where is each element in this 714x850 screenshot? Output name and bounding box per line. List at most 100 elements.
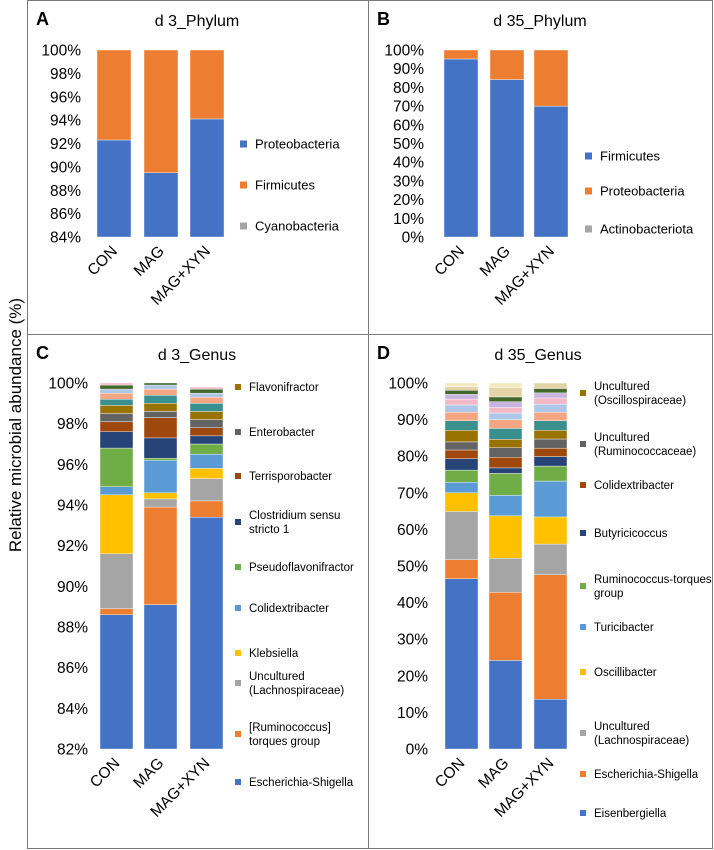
bar-segment-other bbox=[533, 397, 568, 405]
bar-segment-other bbox=[143, 395, 178, 404]
legend-label: Uncultured (Lachnospiraceae) bbox=[594, 721, 689, 747]
bar-segment-clostridium-sensu-stricto-1 bbox=[143, 437, 178, 459]
y-tick-label: 10% bbox=[393, 211, 424, 228]
bar-segment-ruminococcus-torques-group bbox=[143, 506, 178, 605]
y-tick-label: 30% bbox=[397, 632, 428, 649]
bar-segment-klebsiella bbox=[143, 492, 178, 500]
y-tick-label: 50% bbox=[393, 136, 424, 153]
legend-label: Eisenbergiella bbox=[594, 808, 667, 820]
chart-title: d 3_Genus bbox=[158, 347, 236, 364]
y-tick-label: 94% bbox=[50, 113, 81, 130]
y-tick-label: 60% bbox=[397, 522, 428, 539]
bar-segment-other bbox=[444, 390, 479, 395]
chart-title: d 3_Phylum bbox=[155, 13, 240, 30]
bar-segment-other bbox=[99, 388, 134, 394]
panel-letter: B bbox=[377, 9, 390, 29]
bar-segment-colidextribacter bbox=[143, 460, 178, 493]
bar-segment-pseudoflavonifractor bbox=[143, 458, 178, 461]
bar-segment-enterobacter bbox=[189, 419, 224, 428]
legend-swatch bbox=[580, 669, 586, 675]
bar-segment-other bbox=[444, 412, 479, 421]
y-tick-label: 10% bbox=[397, 705, 428, 722]
legend-label: Enterobacter bbox=[249, 427, 315, 439]
y-tick-label: 80% bbox=[393, 80, 424, 97]
legend-label: Colidextribacter bbox=[594, 480, 674, 492]
bar-segment-other bbox=[444, 386, 479, 391]
legend-swatch bbox=[580, 441, 586, 447]
bar-segment-firmicutes bbox=[533, 105, 569, 238]
shared-y-axis-label: Relative microbial abundance (%) bbox=[6, 298, 25, 552]
legend-swatch bbox=[235, 519, 241, 525]
bar-segment-colidextribacter bbox=[533, 447, 568, 457]
bar-segment-pseudoflavonifractor bbox=[189, 443, 224, 455]
bar-segment-firmicutes bbox=[143, 49, 179, 173]
bar-segment-other bbox=[99, 399, 134, 406]
legend-swatch bbox=[585, 225, 592, 233]
y-tick-label: 0% bbox=[406, 742, 429, 759]
panel-frames bbox=[27, 0, 713, 849]
bar-segment-flavonifractor bbox=[143, 403, 178, 412]
legend-swatch bbox=[580, 390, 586, 396]
legend-swatch bbox=[235, 564, 241, 570]
chart-title: d 35_Phylum bbox=[493, 13, 586, 30]
y-tick-label: 84% bbox=[50, 230, 81, 247]
bar-segment-butyricicoccus bbox=[444, 458, 479, 471]
panel-d-frame bbox=[368, 334, 713, 849]
bar-segment-pseudoflavonifractor bbox=[99, 447, 134, 487]
legend-label: Actinobacteriota bbox=[600, 222, 694, 237]
bar-segment-ruminococcus-torques-group bbox=[488, 473, 523, 496]
bar-segment-butyricicoccus bbox=[533, 456, 568, 467]
bar-segment-terrisporobacter bbox=[143, 417, 178, 439]
bar-segment-firmicutes bbox=[96, 49, 132, 141]
y-tick-label: 90% bbox=[50, 159, 81, 176]
bar-segment-other bbox=[533, 420, 568, 431]
bar-segment-butyricicoccus bbox=[488, 467, 523, 474]
y-tick-label: 80% bbox=[397, 449, 428, 466]
bar-segment-other bbox=[99, 392, 134, 400]
legend-label: Proteobacteria bbox=[255, 137, 340, 152]
legend-swatch bbox=[580, 771, 586, 777]
bar-segment-other bbox=[143, 388, 178, 396]
legend-swatch bbox=[235, 384, 241, 390]
legend-swatch bbox=[580, 730, 586, 736]
bar-segment-ruminococcus-torques-group bbox=[444, 469, 479, 483]
bar-segment-firmicutes bbox=[189, 49, 225, 120]
legend-label: [Ruminococcus] torques group bbox=[249, 722, 331, 748]
panel-letter: A bbox=[36, 9, 49, 29]
bar-segment-other bbox=[533, 388, 568, 394]
bar-segment-other bbox=[533, 382, 568, 389]
y-tick-label: 40% bbox=[393, 155, 424, 172]
bar-segment-colidextribacter bbox=[189, 453, 224, 469]
legend-label: Clostridium sensu stricto 1 bbox=[249, 510, 340, 536]
y-tick-label: 70% bbox=[397, 485, 428, 502]
y-tick-label: 88% bbox=[57, 620, 88, 637]
chart-title: d 35_Genus bbox=[494, 347, 581, 364]
bar-segment-eisenbergiella bbox=[488, 660, 523, 750]
bar-segment-uncultured-lachnospiraceae bbox=[99, 553, 134, 609]
bar-segment-other bbox=[189, 403, 224, 412]
bar-segment-enterobacter bbox=[143, 411, 178, 418]
bar-segment-escherichia-shigella bbox=[488, 592, 523, 661]
bar-segment-eisenbergiella bbox=[533, 699, 568, 750]
y-tick-label: 100% bbox=[41, 43, 81, 60]
legend-label: Escherichia-Shigella bbox=[594, 769, 699, 781]
bar-segment-other bbox=[488, 387, 523, 398]
y-tick-label: 82% bbox=[57, 742, 88, 759]
bar-segment-other bbox=[444, 398, 479, 406]
bar-segment-other bbox=[488, 401, 523, 408]
legend-label: Proteobacteria bbox=[600, 184, 685, 199]
bar-segment-other bbox=[143, 384, 178, 390]
bar-segment-clostridium-sensu-stricto-1 bbox=[99, 431, 134, 449]
legend-label: Terrisporobacter bbox=[249, 471, 332, 483]
bar-segment-terrisporobacter bbox=[189, 427, 224, 437]
bar-segment-clostridium-sensu-stricto-1 bbox=[189, 435, 224, 445]
legend-label: Flavonifractor bbox=[249, 382, 319, 394]
bar-segment-proteobacteria bbox=[443, 49, 479, 60]
bar-segment-other bbox=[444, 394, 479, 400]
bar-segment-colidextribacter bbox=[99, 486, 134, 496]
bar-segment-uncultured-oscillospiraceae bbox=[533, 430, 568, 440]
legend-swatch bbox=[585, 152, 592, 160]
bar-segment-eisenbergiella bbox=[444, 578, 479, 750]
legend-swatch bbox=[235, 650, 241, 656]
